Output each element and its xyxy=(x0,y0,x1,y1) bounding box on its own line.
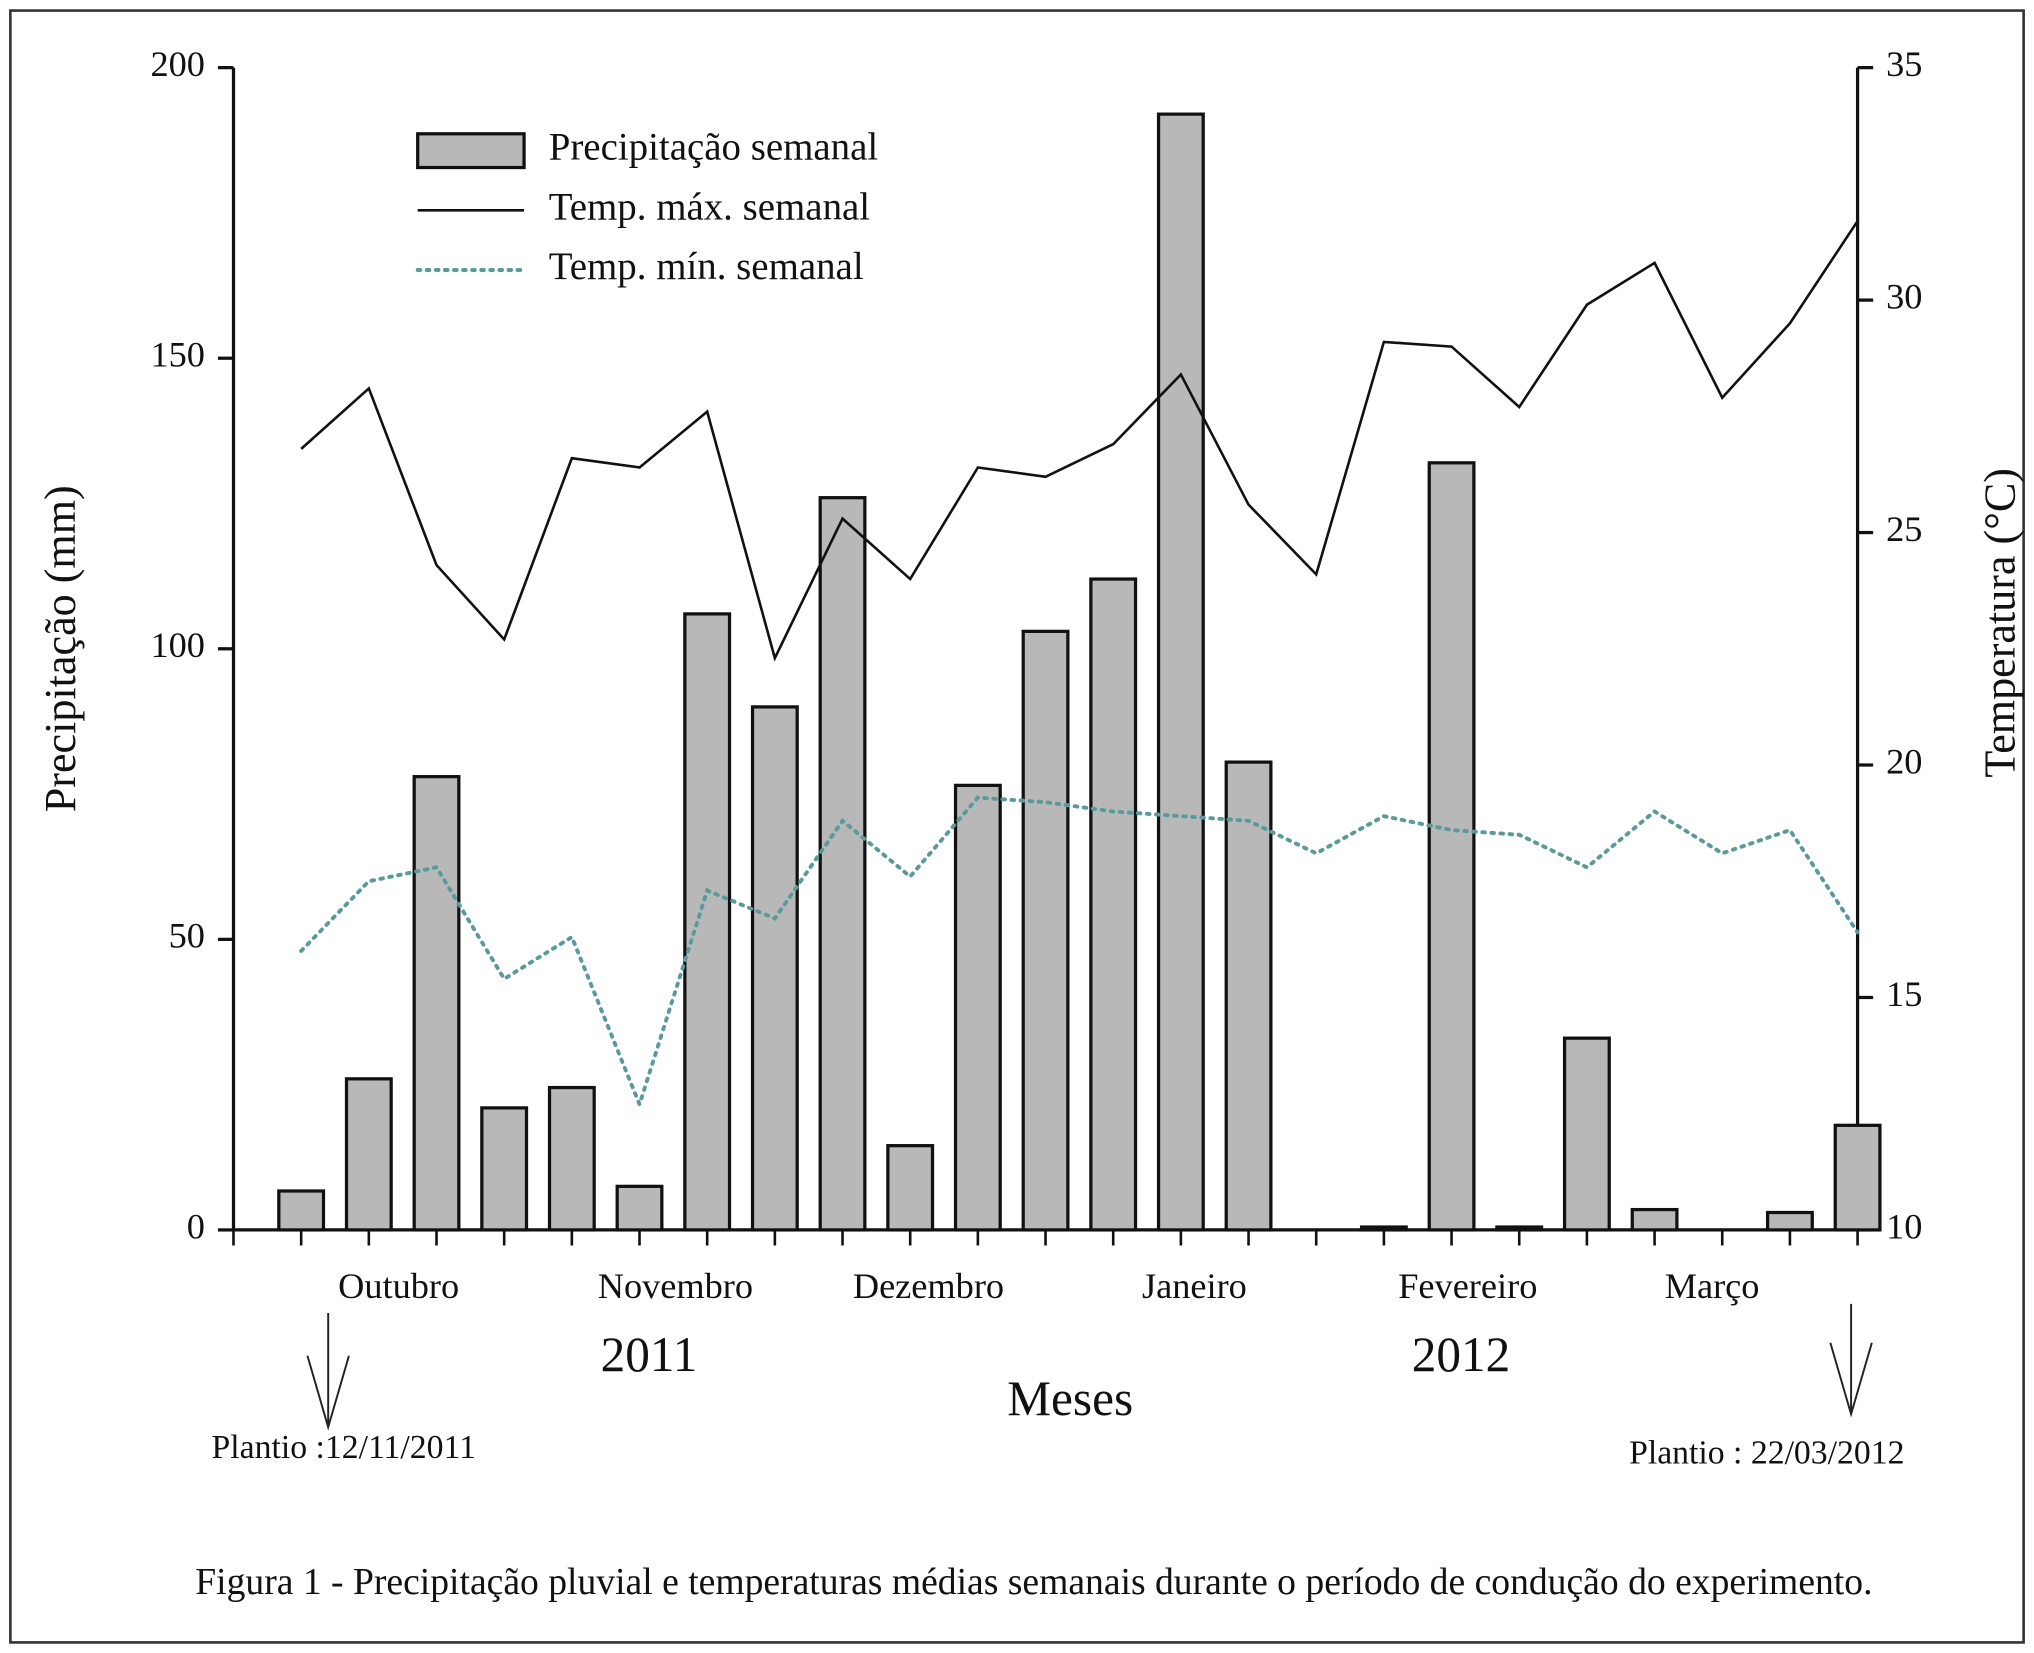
bar xyxy=(277,1189,326,1232)
y-tick-label: 0 xyxy=(187,1206,205,1246)
bar xyxy=(615,1184,664,1232)
bar xyxy=(1089,577,1138,1232)
bar xyxy=(1359,1225,1408,1232)
y2-tick-label: 30 xyxy=(1886,276,1922,316)
month-label: Janeiro xyxy=(1142,1266,1247,1306)
bar xyxy=(344,1077,393,1232)
arrow xyxy=(1829,1303,1873,1418)
month-label: Fevereiro xyxy=(1398,1266,1537,1306)
bar xyxy=(1021,629,1070,1232)
bar xyxy=(953,783,1002,1232)
bar xyxy=(480,1106,529,1232)
caption: Figura 1 - Precipitação pluvial e temper… xyxy=(195,1561,1872,1603)
y2-tick-label: 15 xyxy=(1886,974,1922,1014)
line xyxy=(299,795,1860,1111)
legend-label: Precipitação semanal xyxy=(549,126,879,169)
bar xyxy=(1224,760,1273,1232)
month-label: Março xyxy=(1665,1266,1760,1306)
year-label: 2011 xyxy=(601,1327,698,1382)
bar xyxy=(547,1085,596,1232)
month-label: Dezembro xyxy=(853,1266,1004,1306)
bar xyxy=(1765,1210,1814,1232)
legend-label: Temp. máx. semanal xyxy=(549,185,871,228)
y2-tick-label: 25 xyxy=(1886,509,1922,549)
y-tick-label: 100 xyxy=(150,625,204,665)
y-axis-label: Precipitação (mm) xyxy=(36,485,85,812)
year-label: 2012 xyxy=(1412,1327,1511,1382)
bar xyxy=(683,612,732,1232)
y2-tick-label: 20 xyxy=(1886,741,1922,781)
line xyxy=(300,220,1859,662)
arrow xyxy=(306,1312,350,1431)
y-tick-label: 150 xyxy=(150,335,204,375)
bar xyxy=(750,705,799,1232)
bar xyxy=(1495,1225,1544,1232)
bar xyxy=(886,1144,935,1232)
bar xyxy=(1630,1207,1679,1232)
y-tick-label: 200 xyxy=(150,44,204,84)
planting-note: Plantio : 22/03/2012 xyxy=(1629,1434,1904,1471)
bar xyxy=(818,496,867,1232)
bar xyxy=(1156,112,1205,1232)
frame xyxy=(9,9,2025,1644)
bar xyxy=(1427,461,1476,1232)
planting-note: Plantio :12/11/2011 xyxy=(212,1429,476,1466)
month-label: Novembro xyxy=(598,1266,753,1306)
y2-tick-label: 35 xyxy=(1886,44,1922,84)
y2-axis-label: Temperatura (°C) xyxy=(1975,468,2024,778)
bar xyxy=(1833,1123,1882,1232)
legend-label: Temp. mín. semanal xyxy=(549,245,864,288)
legend-swatch xyxy=(416,132,526,170)
y2-tick-label: 10 xyxy=(1886,1206,1922,1246)
bar xyxy=(412,775,461,1232)
x-axis-label: Meses xyxy=(1007,1371,1133,1426)
month-label: Outubro xyxy=(338,1266,459,1306)
arrows xyxy=(306,1303,1873,1431)
bar xyxy=(1562,1036,1611,1232)
y-tick-label: 50 xyxy=(169,916,205,956)
